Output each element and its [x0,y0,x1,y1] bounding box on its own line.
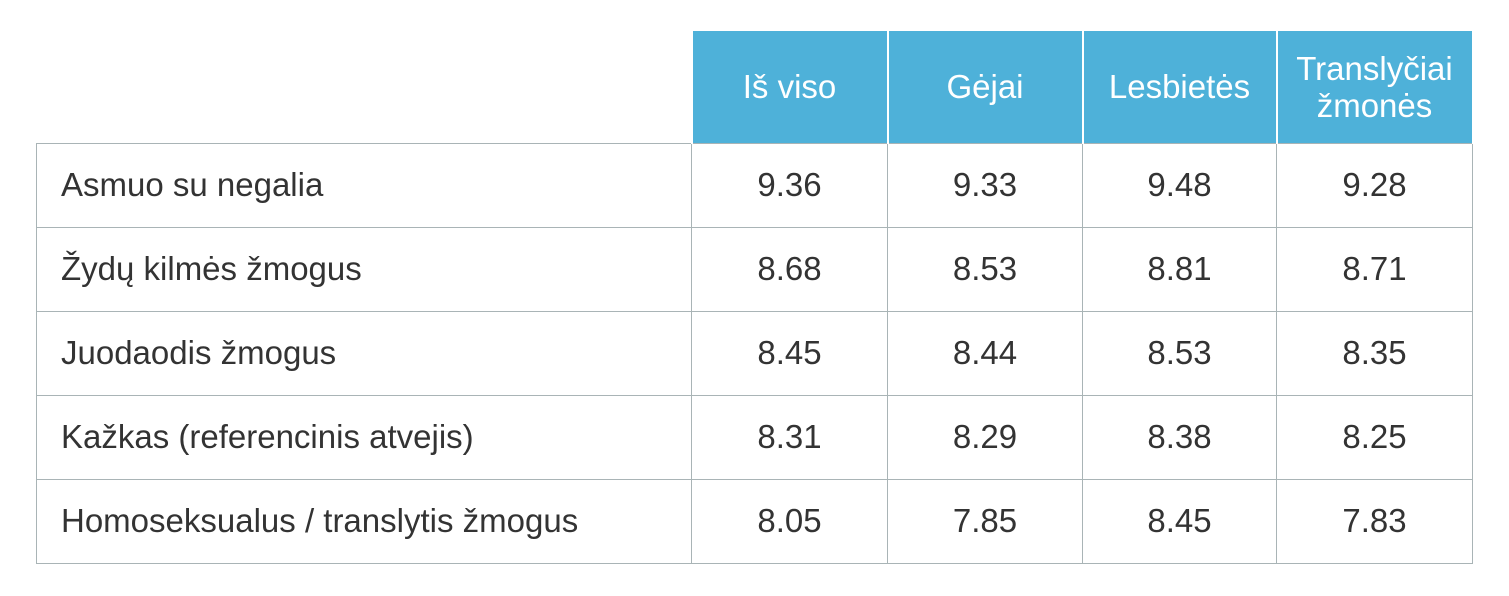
row-label: Homoseksualus / translytis žmogus [36,478,692,564]
row-label: Juodaodis žmogus [36,310,692,396]
value-cell: 8.68 [691,226,888,312]
header-row: Iš viso Gėjai Lesbietės Translyčiai žmon… [37,31,1474,143]
value-cell: 9.28 [1276,142,1473,228]
value-cell: 8.45 [1082,478,1277,564]
value-cell: 8.25 [1276,394,1473,480]
column-header: Translyčiai žmonės [1275,31,1474,143]
value-cell: 8.31 [691,394,888,480]
value-cell: 8.38 [1082,394,1277,480]
table-row: Asmuo su negalia 9.36 9.33 9.48 9.28 [36,142,1473,228]
row-label: Asmuo su negalia [36,142,692,228]
value-cell: 8.35 [1276,310,1473,396]
table-row: Homoseksualus / translytis žmogus 8.05 7.8… [36,478,1473,564]
value-cell: 7.83 [1276,478,1473,564]
column-header: Lesbietės [1081,31,1278,143]
value-cell: 9.33 [887,142,1083,228]
data-table: Iš viso Gėjai Lesbietės Translyčiai žmon… [36,31,1474,564]
corner-cell [37,31,692,143]
column-header: Gėjai [886,31,1084,143]
value-cell: 9.36 [691,142,888,228]
row-label: Kažkas (referencinis atvejis) [36,394,692,480]
value-cell: 8.45 [691,310,888,396]
value-cell: 8.53 [1082,310,1277,396]
value-cell: 8.53 [887,226,1083,312]
value-cell: 7.85 [887,478,1083,564]
value-cell: 8.29 [887,394,1083,480]
table-row: Juodaodis žmogus 8.45 8.44 8.53 8.35 [36,310,1473,396]
row-label: Žydų kilmės žmogus [36,226,692,312]
value-cell: 9.48 [1082,142,1277,228]
table-row: Kažkas (referencinis atvejis) 8.31 8.29 8.3… [36,394,1473,480]
value-cell: 8.71 [1276,226,1473,312]
value-cell: 8.81 [1082,226,1277,312]
column-header: Iš viso [690,31,889,143]
value-cell: 8.05 [691,478,888,564]
table-row: Žydų kilmės žmogus 8.68 8.53 8.81 8.71 [36,226,1473,312]
value-cell: 8.44 [887,310,1083,396]
